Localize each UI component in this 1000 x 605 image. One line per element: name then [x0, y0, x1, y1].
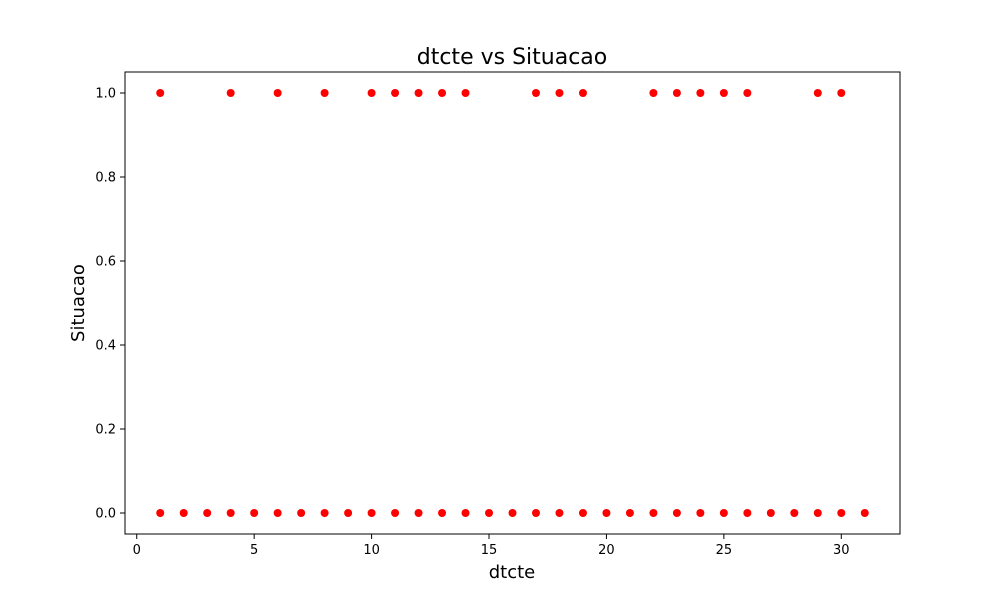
data-point — [531, 509, 540, 517]
data-point — [672, 509, 681, 517]
data-point — [837, 89, 846, 97]
data-point — [320, 89, 329, 97]
data-point — [790, 509, 799, 517]
chart-title: dtcte vs Situacao — [417, 45, 607, 70]
data-point — [578, 509, 587, 517]
data-point — [156, 89, 165, 97]
data-point — [813, 89, 822, 97]
ticks-layer: 0 5 10 15 20 25 30 0.0 0.2 0.4 0.6 0.8 1.0 — [95, 87, 849, 559]
data-point — [696, 89, 705, 97]
data-point — [414, 89, 423, 97]
data-point — [766, 509, 775, 517]
y-axis-label: Situacao — [68, 264, 89, 342]
data-point — [250, 509, 259, 517]
x-tick-label: 5 — [250, 543, 258, 558]
data-point — [461, 89, 470, 97]
data-point — [555, 89, 564, 97]
data-point — [837, 509, 846, 517]
data-point — [578, 89, 587, 97]
data-point — [226, 509, 235, 517]
data-point — [391, 89, 400, 97]
data-point — [625, 509, 634, 517]
data-point — [719, 509, 728, 517]
x-tick-label: 10 — [363, 543, 380, 558]
x-tick-label: 15 — [481, 543, 498, 558]
data-point — [531, 89, 540, 97]
data-point — [273, 89, 282, 97]
data-point — [485, 509, 494, 517]
data-point — [297, 509, 306, 517]
data-point — [649, 509, 658, 517]
data-point — [414, 509, 423, 517]
data-point — [273, 509, 282, 517]
data-point — [461, 509, 470, 517]
data-point — [860, 509, 869, 517]
data-point — [203, 509, 212, 517]
plot-area-frame — [124, 71, 901, 535]
x-axis-label: dtcte — [489, 562, 536, 583]
points-layer — [156, 89, 869, 517]
data-point — [438, 89, 447, 97]
y-tick-label: 1.0 — [95, 87, 116, 102]
data-point — [320, 509, 329, 517]
y-tick-label: 0.0 — [95, 507, 116, 522]
data-point — [672, 89, 681, 97]
data-point — [438, 509, 447, 517]
data-point — [344, 509, 353, 517]
data-point — [508, 509, 517, 517]
data-point — [743, 89, 752, 97]
y-tick-label: 0.2 — [95, 423, 116, 438]
x-tick-label: 25 — [716, 543, 733, 558]
x-tick-label: 0 — [133, 543, 141, 558]
data-point — [719, 89, 728, 97]
data-point — [179, 509, 188, 517]
data-point — [696, 509, 705, 517]
x-tick-label: 30 — [833, 543, 850, 558]
data-point — [226, 89, 235, 97]
data-point — [649, 89, 658, 97]
data-point — [156, 509, 165, 517]
data-point — [743, 509, 752, 517]
data-point — [813, 509, 822, 517]
y-tick-label: 0.6 — [95, 255, 116, 270]
data-point — [367, 509, 376, 517]
y-tick-label: 0.8 — [95, 171, 116, 186]
data-point — [391, 509, 400, 517]
data-point — [555, 509, 564, 517]
y-tick-label: 0.4 — [95, 339, 116, 354]
x-tick-label: 20 — [598, 543, 615, 558]
data-point — [367, 89, 376, 97]
data-point — [602, 509, 611, 517]
